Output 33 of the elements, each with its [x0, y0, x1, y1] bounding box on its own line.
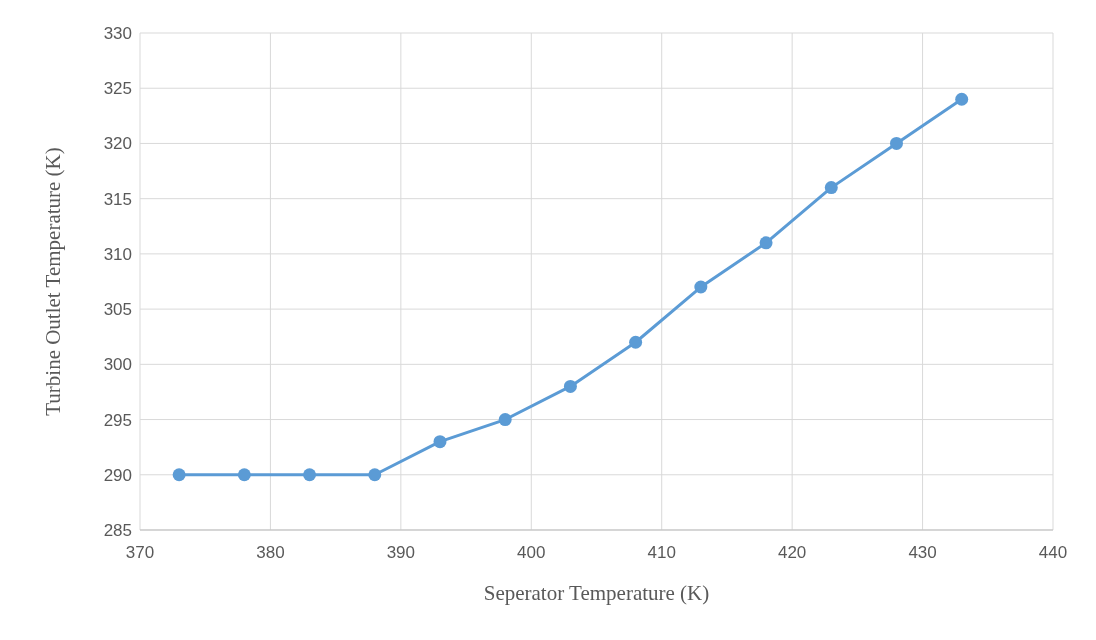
point: [433, 435, 447, 449]
point: [237, 468, 251, 482]
y-tick-label: 305: [103, 300, 132, 320]
y-tick-label: 285: [103, 520, 132, 540]
point: [172, 468, 186, 482]
point: [759, 236, 773, 250]
x-tick-label: 390: [386, 543, 416, 562]
y-tick-label: 295: [103, 410, 132, 430]
x-tick-label: 380: [256, 543, 285, 562]
point: [563, 379, 577, 393]
y-tick-label: 310: [103, 244, 132, 264]
point: [368, 468, 382, 482]
point: [498, 413, 512, 427]
x-tick-label: 400: [517, 543, 546, 562]
x-axis-title: Seperator Temperature (K): [483, 581, 710, 605]
y-axis-title: Turbine Outlet Temperature (K): [41, 147, 65, 416]
y-tick-label: 320: [103, 134, 132, 154]
point: [629, 335, 643, 349]
x-tick-label: 370: [125, 543, 155, 562]
point: [889, 136, 903, 150]
x-tick-label: 420: [777, 543, 807, 562]
x-tick-label: 440: [1038, 543, 1068, 562]
y-tick-label: 315: [103, 189, 132, 209]
y-tick-label: 300: [103, 355, 132, 375]
point: [303, 468, 317, 482]
x-tick-label: 430: [908, 543, 937, 562]
x-tick-label: 410: [647, 543, 676, 562]
point: [824, 181, 838, 195]
point: [694, 280, 708, 294]
point: [955, 92, 969, 106]
y-tick-label: 325: [103, 79, 132, 99]
y-tick-label: 330: [103, 23, 132, 43]
y-tick-label: 290: [103, 465, 132, 485]
